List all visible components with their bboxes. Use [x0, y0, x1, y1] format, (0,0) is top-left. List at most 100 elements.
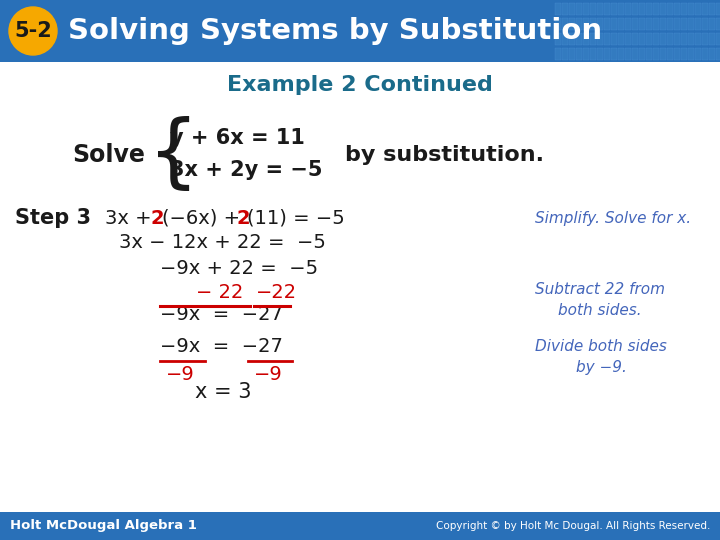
Text: −9x + 22 =  −5: −9x + 22 = −5 — [160, 259, 318, 278]
Bar — [569, 3, 575, 15]
Text: Subtract 22 from
both sides.: Subtract 22 from both sides. — [535, 282, 665, 318]
Bar — [716, 33, 720, 45]
Bar — [562, 33, 568, 45]
Text: {: { — [148, 116, 199, 194]
Bar — [667, 18, 673, 30]
Text: −22: −22 — [256, 282, 297, 301]
Bar — [590, 48, 596, 60]
Bar — [0, 512, 720, 540]
Bar — [625, 33, 631, 45]
Bar — [562, 18, 568, 30]
Text: Solving Systems by Substitution: Solving Systems by Substitution — [68, 17, 602, 45]
Bar — [695, 48, 701, 60]
Bar — [695, 33, 701, 45]
Bar — [632, 3, 638, 15]
Bar — [611, 3, 617, 15]
Bar — [611, 18, 617, 30]
Bar — [660, 3, 666, 15]
Bar — [646, 48, 652, 60]
Bar — [681, 33, 687, 45]
Text: Example 2 Continued: Example 2 Continued — [227, 75, 493, 95]
Bar — [709, 33, 715, 45]
Bar — [646, 33, 652, 45]
Bar — [597, 48, 603, 60]
Bar — [590, 3, 596, 15]
Bar — [702, 48, 708, 60]
Bar — [569, 33, 575, 45]
Text: Simplify. Solve for x.: Simplify. Solve for x. — [535, 211, 691, 226]
Bar — [716, 18, 720, 30]
Bar — [653, 48, 659, 60]
Bar — [667, 33, 673, 45]
Bar — [674, 3, 680, 15]
Bar — [576, 33, 582, 45]
Bar — [555, 3, 561, 15]
Bar — [639, 3, 645, 15]
Bar — [583, 48, 589, 60]
Text: 3x + 2y = −5: 3x + 2y = −5 — [170, 160, 323, 180]
Bar — [604, 48, 610, 60]
Bar — [681, 3, 687, 15]
Bar — [555, 33, 561, 45]
Bar — [597, 33, 603, 45]
Bar — [569, 48, 575, 60]
Bar — [618, 48, 624, 60]
Bar — [674, 33, 680, 45]
Text: Divide both sides
by −9.: Divide both sides by −9. — [535, 339, 667, 375]
Bar — [667, 3, 673, 15]
Text: −9: −9 — [253, 364, 282, 383]
Bar — [611, 33, 617, 45]
Bar — [583, 3, 589, 15]
Bar — [555, 48, 561, 60]
Bar — [583, 18, 589, 30]
Text: 5-2: 5-2 — [14, 21, 52, 41]
Text: y + 6x = 11: y + 6x = 11 — [170, 128, 305, 148]
Bar — [702, 3, 708, 15]
Text: 2: 2 — [151, 208, 165, 227]
Bar — [562, 3, 568, 15]
Bar — [667, 48, 673, 60]
Bar — [709, 48, 715, 60]
Bar — [0, 0, 720, 62]
Bar — [576, 48, 582, 60]
Bar — [688, 33, 694, 45]
Bar — [576, 18, 582, 30]
Text: − 22: − 22 — [196, 282, 243, 301]
Text: by substitution.: by substitution. — [345, 145, 544, 165]
Bar — [695, 18, 701, 30]
Bar — [639, 48, 645, 60]
Bar — [590, 18, 596, 30]
Bar — [597, 18, 603, 30]
Bar — [688, 18, 694, 30]
Text: x = 3: x = 3 — [195, 382, 251, 402]
Bar — [653, 18, 659, 30]
Bar — [576, 3, 582, 15]
Bar — [625, 48, 631, 60]
Bar — [597, 3, 603, 15]
Bar — [681, 18, 687, 30]
Bar — [674, 18, 680, 30]
Bar — [583, 33, 589, 45]
Bar — [590, 33, 596, 45]
Bar — [604, 3, 610, 15]
Bar — [555, 18, 561, 30]
Bar — [674, 48, 680, 60]
Text: (−6x) +: (−6x) + — [162, 208, 246, 227]
Bar — [660, 33, 666, 45]
Bar — [632, 33, 638, 45]
Bar — [618, 18, 624, 30]
Bar — [604, 33, 610, 45]
Bar — [562, 48, 568, 60]
Bar — [611, 48, 617, 60]
Bar — [653, 33, 659, 45]
Bar — [660, 48, 666, 60]
Bar — [639, 18, 645, 30]
Bar — [625, 3, 631, 15]
Text: −9x  =  −27: −9x = −27 — [160, 338, 283, 356]
Text: 3x +: 3x + — [105, 208, 158, 227]
Text: Copyright © by Holt Mc Dougal. All Rights Reserved.: Copyright © by Holt Mc Dougal. All Right… — [436, 521, 710, 531]
Bar — [709, 18, 715, 30]
Bar — [695, 3, 701, 15]
Bar — [639, 33, 645, 45]
Bar — [709, 3, 715, 15]
